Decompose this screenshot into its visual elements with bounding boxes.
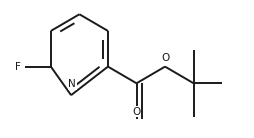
Text: O: O [132, 107, 141, 117]
Text: O: O [161, 53, 169, 63]
Text: N: N [68, 79, 76, 89]
Text: F: F [15, 62, 21, 72]
